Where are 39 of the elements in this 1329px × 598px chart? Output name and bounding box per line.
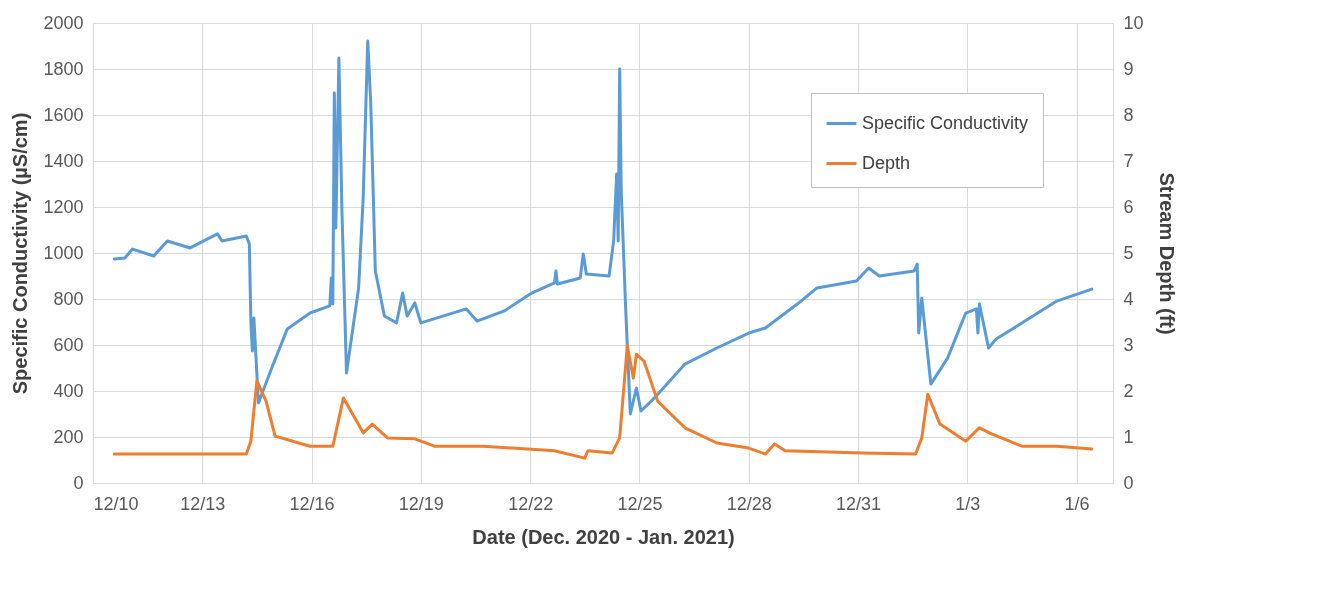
y2-tick-label: 2 bbox=[1123, 380, 1134, 401]
y2-tick-label: 8 bbox=[1123, 104, 1134, 125]
y-tick-label: 200 bbox=[53, 426, 84, 447]
y2-tick-label: 0 bbox=[1123, 472, 1134, 493]
y-tick-label: 1000 bbox=[43, 242, 84, 263]
x-tick-label: 12/16 bbox=[289, 493, 335, 514]
y-tick-label: 0 bbox=[73, 472, 84, 493]
x-tick-label: 12/28 bbox=[726, 493, 772, 514]
x-tick-label: 12/10 bbox=[93, 493, 139, 514]
y-tick-label: 800 bbox=[53, 288, 84, 309]
x-tick-label: 1/6 bbox=[1064, 493, 1090, 514]
y-tick-label: 1200 bbox=[43, 196, 84, 217]
y-tick-label: 600 bbox=[53, 334, 84, 355]
y2-tick-label: 7 bbox=[1123, 150, 1134, 171]
y2-tick-label: 10 bbox=[1123, 12, 1144, 33]
y2-tick-label: 3 bbox=[1123, 334, 1134, 355]
y2-axis-title: Stream Depth (ft) bbox=[1155, 172, 1178, 335]
x-axis-title: Date (Dec. 2020 - Jan. 2021) bbox=[472, 525, 735, 548]
y2-tick-label: 1 bbox=[1123, 426, 1134, 447]
y-tick-label: 1600 bbox=[43, 104, 84, 125]
y-tick-label: 2000 bbox=[43, 12, 84, 33]
y2-tick-label: 4 bbox=[1123, 288, 1134, 309]
y2-tick-label: 6 bbox=[1123, 196, 1134, 217]
x-tick-label: 12/13 bbox=[180, 493, 226, 514]
legend-label: Depth bbox=[862, 152, 911, 173]
y-tick-label: 1400 bbox=[43, 150, 84, 171]
x-tick-label: 12/22 bbox=[508, 493, 554, 514]
x-tick-label: 12/25 bbox=[617, 493, 663, 514]
x-tick-label: 12/19 bbox=[398, 493, 444, 514]
legend-label: Specific Conductivity bbox=[862, 112, 1029, 133]
y2-tick-label: 9 bbox=[1123, 58, 1134, 79]
x-tick-label: 12/31 bbox=[835, 493, 882, 514]
line-series bbox=[112, 344, 1094, 460]
y-axis-title: Specific Conductivity (µS/cm) bbox=[9, 112, 32, 395]
y2-tick-label: 5 bbox=[1123, 242, 1134, 263]
y-tick-label: 400 bbox=[53, 380, 84, 401]
line-series bbox=[112, 39, 1094, 416]
x-tick-label: 1/3 bbox=[955, 493, 981, 514]
y-tick-label: 1800 bbox=[43, 58, 84, 79]
